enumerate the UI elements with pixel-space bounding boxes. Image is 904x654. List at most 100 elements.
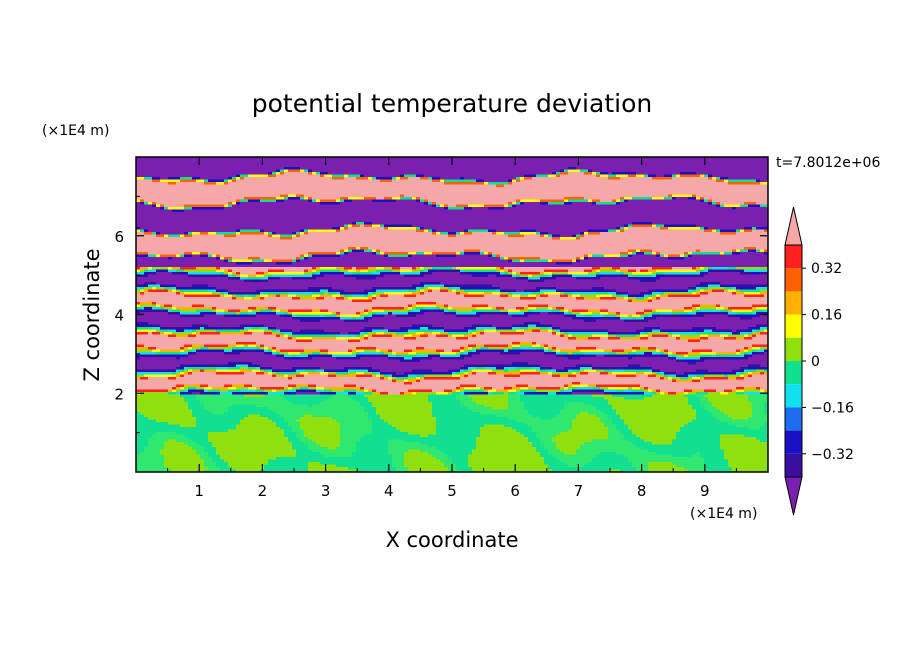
field-cell [752,374,768,378]
field-cell [628,352,637,356]
field-cell [676,432,768,436]
field-cell [320,402,361,406]
field-cell [604,349,613,353]
field-cell [620,269,629,273]
colorbar-band [785,268,802,292]
field-cell [256,294,261,298]
field-cell [536,342,768,346]
field-cell [672,442,721,446]
field-cell [692,349,713,353]
field-cell [528,412,561,416]
field-cell [700,294,745,298]
field-cell [440,282,701,286]
field-cell [220,272,225,276]
field-cell [536,229,589,233]
field-cell [756,309,765,313]
field-cell [224,352,241,356]
field-cell [316,277,357,281]
field-cell [156,302,417,306]
field-cell [376,267,385,271]
field-cell [528,274,533,278]
field-cell [576,314,585,318]
field-cell [636,252,645,256]
field-cell [332,417,369,421]
field-cell [540,289,557,293]
field-cell [232,297,237,301]
field-cell [760,292,768,296]
field-cell [588,254,593,258]
field-cell [552,329,557,333]
field-cell [388,354,397,358]
field-cell [288,374,297,378]
field-cell [512,387,521,391]
field-cell [568,294,573,298]
field-cell [616,412,697,416]
field-cell [632,357,669,361]
field-cell [164,454,201,458]
field-cell [268,352,273,356]
field-cell [296,314,321,318]
field-cell [636,249,641,253]
field-cell [280,349,305,353]
field-cell [436,334,449,338]
field-cell [432,412,481,416]
field-cell [288,387,293,391]
field-cell [560,352,569,356]
field-cell [504,232,521,236]
field-cell [636,172,681,176]
field-cell [652,224,657,228]
field-cell [372,402,433,406]
field-cell [136,402,189,406]
field-cell [380,372,389,376]
field-cell [428,177,433,181]
field-cell [144,199,237,203]
field-cell [464,327,469,331]
field-cell [672,334,681,338]
field-cell [688,377,693,381]
field-cell [224,179,229,183]
field-cell [204,314,225,318]
field-cell [532,364,541,368]
field-cell [740,249,749,253]
field-cell [360,357,389,361]
field-cell [276,352,281,356]
field-cell [428,289,433,293]
field-cell [212,292,221,296]
field-cell [404,372,413,376]
field-cell [312,449,357,453]
field-cell [396,352,409,356]
field-cell [524,332,553,336]
field-cell [376,197,385,201]
field-cell [172,389,177,393]
field-cell [420,442,477,446]
field-cell [700,287,709,291]
field-cell [596,294,613,298]
field-cell [372,429,401,433]
field-cell [752,404,765,408]
field-cell [748,347,753,351]
field-cell [728,459,768,463]
field-cell [708,202,713,206]
field-cell [336,447,357,451]
field-cell [600,317,609,321]
field-cell [744,374,749,378]
field-cell [676,372,685,376]
field-cell [628,254,633,258]
field-cell [136,367,177,371]
field-cell [592,267,601,271]
field-cell [480,434,525,438]
field-cell [204,449,217,453]
field-cell [692,379,701,383]
field-cell [456,234,509,238]
field-cell [620,197,625,201]
field-cell [756,332,761,336]
field-cell [468,272,501,276]
field-cell [184,367,189,371]
field-cell [236,312,241,316]
field-cell [464,392,489,396]
field-cell [448,307,453,311]
field-cell [264,274,269,278]
field-cell [748,352,753,356]
field-cell [136,422,169,426]
field-cell [136,232,145,236]
